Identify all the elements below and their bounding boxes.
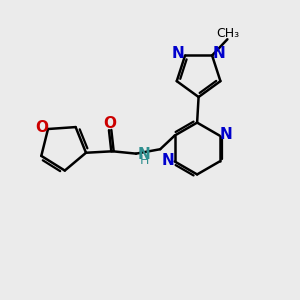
Text: N: N: [171, 46, 184, 62]
Text: O: O: [103, 116, 117, 131]
Text: N: N: [161, 152, 174, 167]
Text: CH₃: CH₃: [217, 27, 240, 40]
Text: N: N: [137, 147, 150, 162]
Text: N: N: [220, 127, 233, 142]
Text: O: O: [35, 120, 48, 135]
Text: N: N: [213, 46, 226, 62]
Text: H: H: [139, 154, 149, 166]
